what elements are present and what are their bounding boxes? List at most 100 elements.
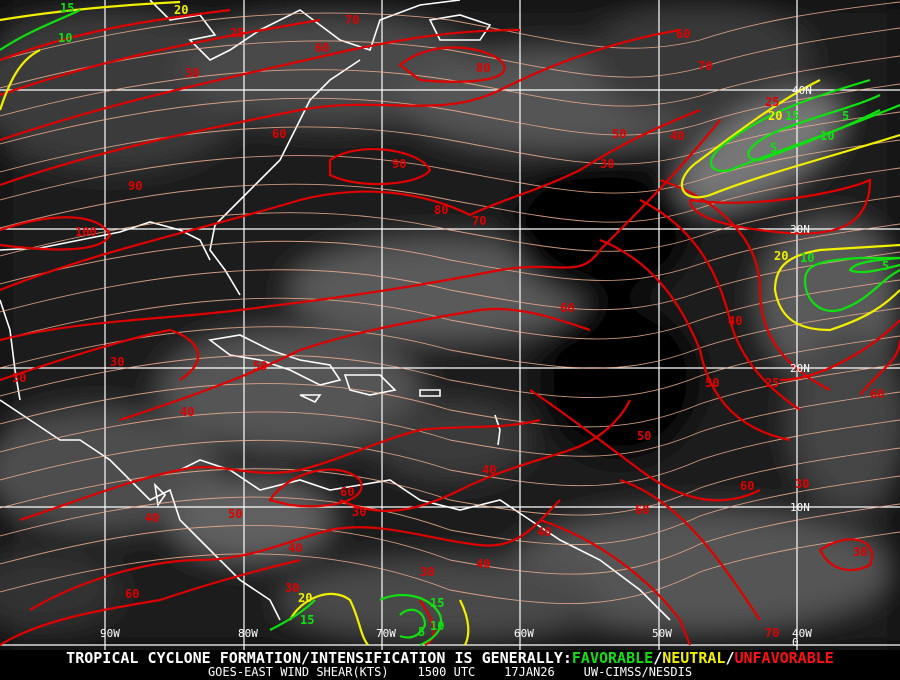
lon-label: 40W: [792, 627, 812, 640]
streamline: [0, 363, 900, 428]
contour-label: 70: [765, 626, 779, 640]
contour-label: 30: [12, 371, 26, 385]
contour-label: 60: [635, 503, 649, 517]
lat-label: 20N: [790, 362, 810, 375]
streamline: [0, 391, 900, 457]
contour-label: 60: [870, 387, 884, 401]
contour-label: 70: [472, 214, 486, 228]
contour-label: 80: [434, 203, 448, 217]
streamline: [0, 447, 900, 516]
contour-label: 15: [785, 109, 799, 123]
map-legend-footer: TROPICAL CYCLONE FORMATION/INTENSIFICATI…: [0, 650, 900, 680]
contour-label: 40: [145, 511, 159, 525]
contour-label: 90: [128, 179, 142, 193]
lon-label: 80W: [238, 627, 258, 640]
contour-label: 30: [185, 66, 199, 80]
streamline: [0, 223, 900, 285]
lon-label: 90W: [100, 627, 120, 640]
lon-label: 70W: [376, 627, 396, 640]
lon-label: 60W: [514, 627, 534, 640]
streamline: [0, 1, 900, 61]
legend-separator: /: [653, 649, 663, 667]
contour-label: 40: [670, 129, 684, 143]
favorability-legend: TROPICAL CYCLONE FORMATION/INTENSIFICATI…: [0, 650, 900, 666]
contour-label: 40: [476, 557, 490, 571]
contour-label: 10: [58, 31, 72, 45]
contour-label: 10: [820, 129, 834, 143]
contour-label: 80: [476, 61, 490, 75]
streamline: [0, 167, 900, 229]
contour-label: 40: [537, 525, 551, 539]
contour-label: 70: [698, 59, 712, 73]
product-time: 1500 UTC: [417, 665, 476, 679]
contour-label: 20: [768, 109, 782, 123]
neutral-shear-contours: [0, 0, 900, 646]
streamline: [0, 475, 900, 545]
streamline: [0, 27, 900, 89]
contour-label: 70: [345, 13, 359, 27]
contour-label: 15: [300, 613, 314, 627]
lat-label: 30N: [790, 223, 810, 236]
contour-label: 20: [174, 3, 188, 17]
legend-favorable: FAVORABLE: [571, 649, 654, 667]
product-name: GOES-EAST WIND SHEAR(KTS): [207, 665, 389, 679]
map-canvas: 70 60 80 30 25 60 70 50 40 30 90 80 70 1…: [0, 0, 900, 650]
contour-label: 5: [882, 259, 889, 273]
contour-label: 30: [600, 157, 614, 171]
lat-lon-grid: [0, 0, 900, 650]
streamline: [0, 419, 900, 487]
product-source: UW-CIMSS/NESDIS: [583, 665, 693, 679]
unfavorable-shear-contours: [0, 8, 900, 646]
contour-label: 25: [230, 26, 244, 40]
contour-label: 60: [560, 301, 574, 315]
contour-label: 50: [705, 376, 719, 390]
contour-label: 25: [765, 376, 779, 390]
contour-label: 60: [272, 127, 286, 141]
product-date: 17JAN26: [504, 665, 555, 679]
contour-label: 40: [288, 541, 302, 555]
contour-label: 5: [770, 141, 777, 155]
streamline: [0, 55, 900, 117]
lat-label: 0: [792, 636, 799, 649]
contour-label: 60: [340, 485, 354, 499]
contour-label: 60: [740, 479, 754, 493]
streamlines: [0, 1, 900, 605]
contour-label: 50: [612, 127, 626, 141]
streamline: [0, 279, 900, 341]
streamline: [0, 503, 900, 575]
contour-label: 60: [125, 587, 139, 601]
lat-label: 10N: [790, 501, 810, 514]
contour-label: 60: [315, 41, 329, 55]
legend-unfavorable: UNFAVORABLE: [734, 649, 834, 667]
legend-separator: /: [725, 649, 735, 667]
lat-label: 40N: [792, 84, 812, 97]
contour-label: 100: [75, 225, 97, 239]
streamline: [0, 531, 900, 605]
product-info: GOES-EAST WIND SHEAR(KTS) 1500 UTC 17JAN…: [0, 666, 900, 679]
contour-label: 5: [842, 109, 849, 123]
contour-label: 25: [765, 95, 779, 109]
satellite-imagery: [0, 0, 900, 650]
contour-label: 10: [800, 251, 814, 265]
grid-labels: 90W 80W 70W 60W 50W 40W 40N 30N 20N 10N …: [100, 84, 812, 649]
contour-labels: 70 60 80 30 25 60 70 50 40 30 90 80 70 1…: [12, 1, 889, 640]
favorable-shear-contours: [0, 9, 900, 647]
contour-label: 30: [853, 545, 867, 559]
contour-label: 15: [60, 1, 74, 15]
legend-neutral: NEUTRAL: [662, 649, 726, 667]
contour-label: 60: [676, 27, 690, 41]
contour-label: 50: [228, 507, 242, 521]
lon-label: 50W: [652, 627, 672, 640]
contour-label: 30: [420, 565, 434, 579]
contour-label: 90: [392, 157, 406, 171]
contour-label: 50: [253, 359, 267, 373]
contour-label: 15: [430, 596, 444, 610]
contour-label: 40: [180, 405, 194, 419]
contour-label: 40: [482, 463, 496, 477]
contour-label: 30: [352, 505, 366, 519]
streamline: [0, 195, 900, 257]
streamline: [0, 307, 900, 369]
contour-label: 30: [110, 355, 124, 369]
contour-label: 30: [285, 581, 299, 595]
